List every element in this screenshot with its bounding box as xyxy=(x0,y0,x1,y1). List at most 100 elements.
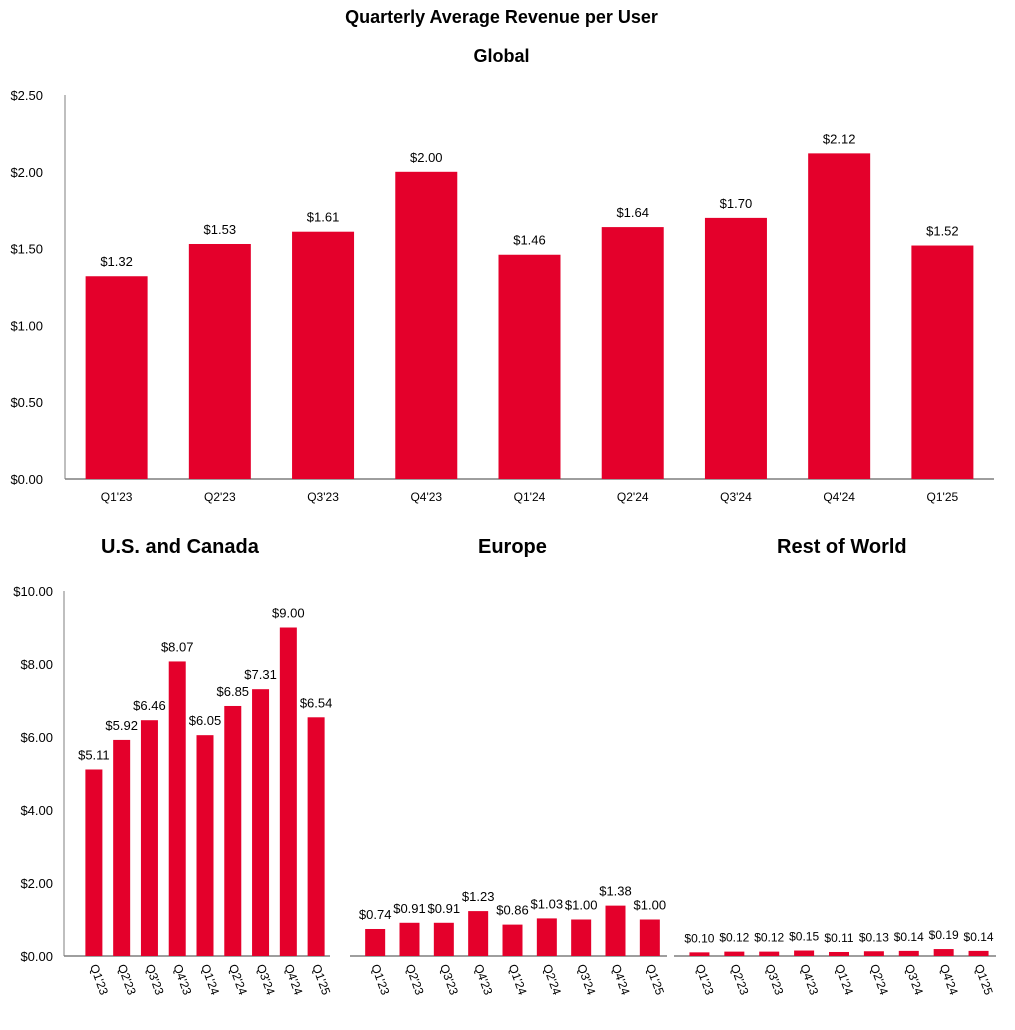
eu-x-tick-label: Q4'24 xyxy=(609,962,633,997)
eu-bar xyxy=(433,922,454,956)
eu-x-tick-label: Q1'24 xyxy=(506,962,530,997)
eu-bar xyxy=(468,911,489,956)
global-bar xyxy=(498,254,561,479)
eu-bar xyxy=(502,924,523,956)
row-bar xyxy=(863,951,884,956)
global-x-tick-label: Q3'24 xyxy=(720,490,752,504)
us-bar xyxy=(85,769,103,956)
row-x-tick-label: Q4'24 xyxy=(937,962,961,997)
global-value-label: $1.53 xyxy=(204,222,237,237)
eu-value-label: $1.23 xyxy=(462,889,495,904)
global-x-tick-label: Q4'23 xyxy=(410,490,442,504)
global-bar xyxy=(808,153,871,480)
row-value-label: $0.19 xyxy=(929,928,959,942)
global-bar xyxy=(601,227,664,479)
eu-value-label: $0.74 xyxy=(359,907,392,922)
row-x-tick-label: Q4'23 xyxy=(797,962,821,997)
row-bar xyxy=(933,949,954,956)
eu-bar xyxy=(571,919,592,956)
eu-bar xyxy=(399,922,420,956)
global-x-tick-label: Q1'23 xyxy=(101,490,133,504)
row-value-label: $0.14 xyxy=(894,930,924,944)
eu-x-tick-label: Q3'23 xyxy=(437,962,461,997)
eu-x-tick-label: Q1'25 xyxy=(643,962,667,997)
global-value-label: $1.64 xyxy=(616,205,649,220)
global-value-label: $1.70 xyxy=(720,196,753,211)
eu-value-label: $0.86 xyxy=(496,903,529,918)
us-value-label: $6.85 xyxy=(217,684,250,699)
us-y-tick-label: $0.00 xyxy=(20,949,53,964)
row-bar xyxy=(968,950,989,956)
row-x-tick-label: Q3'24 xyxy=(902,962,926,997)
global-y-tick-label: $1.00 xyxy=(10,318,43,333)
us-value-label: $6.54 xyxy=(300,695,333,710)
global-y-tick-label: $0.50 xyxy=(10,395,43,410)
row-value-label: $0.12 xyxy=(719,931,749,945)
row-x-tick-label: Q2'23 xyxy=(728,962,752,997)
europe-chart-title: Europe xyxy=(478,536,547,558)
row-value-label: $0.13 xyxy=(859,930,889,944)
global-x-tick-label: Q1'24 xyxy=(514,490,546,504)
row-bar xyxy=(794,950,815,956)
global-chart-title: Global xyxy=(473,46,530,66)
global-x-tick-label: Q3'23 xyxy=(307,490,339,504)
eu-x-tick-label: Q3'24 xyxy=(574,962,598,997)
global-value-label: $1.52 xyxy=(926,224,959,239)
row-value-label: $0.10 xyxy=(684,931,714,945)
global-bar xyxy=(292,231,355,479)
row-x-tick-label: Q3'23 xyxy=(762,962,786,997)
row-bar xyxy=(689,952,710,956)
row-bar xyxy=(724,951,745,956)
us-x-tick-label: Q4'23 xyxy=(170,962,194,997)
global-bar xyxy=(188,243,251,479)
eu-value-label: $1.00 xyxy=(634,898,667,913)
us-x-tick-label: Q4'24 xyxy=(282,962,306,997)
us-value-label: $7.31 xyxy=(244,667,277,682)
us-x-tick-label: Q2'24 xyxy=(226,962,250,997)
global-value-label: $1.32 xyxy=(100,254,133,269)
eu-bar xyxy=(605,905,626,956)
row-x-tick-label: Q1'23 xyxy=(693,962,717,997)
global-y-tick-label: $2.00 xyxy=(10,165,43,180)
eu-value-label: $1.00 xyxy=(565,898,598,913)
eu-value-label: $0.91 xyxy=(428,901,461,916)
us-x-tick-label: Q2'23 xyxy=(115,962,139,997)
eu-bar xyxy=(639,919,660,956)
global-y-tick-label: $0.00 xyxy=(10,472,43,487)
us-x-tick-label: Q3'23 xyxy=(143,962,167,997)
global-bar xyxy=(85,276,148,479)
eu-x-tick-label: Q4'23 xyxy=(471,962,495,997)
us-value-label: $9.00 xyxy=(272,606,305,621)
eu-x-tick-label: Q2'23 xyxy=(403,962,427,997)
global-x-tick-label: Q4'24 xyxy=(823,490,855,504)
us-bar xyxy=(307,717,325,956)
us-x-tick-label: Q1'24 xyxy=(198,962,222,997)
global-value-label: $2.00 xyxy=(410,150,443,165)
us-x-tick-label: Q1'25 xyxy=(309,962,333,997)
global-bar xyxy=(911,245,974,479)
us-y-tick-label: $8.00 xyxy=(20,657,53,672)
us-bar xyxy=(113,739,131,956)
us-x-tick-label: Q3'24 xyxy=(254,962,278,997)
row-x-tick-label: Q2'24 xyxy=(867,962,891,997)
us-value-label: $5.11 xyxy=(78,747,110,762)
us-y-tick-label: $6.00 xyxy=(20,730,53,745)
page-title: Quarterly Average Revenue per User xyxy=(345,7,658,27)
us-bar xyxy=(279,627,297,956)
row-bar xyxy=(898,950,919,956)
us-value-label: $6.05 xyxy=(189,713,222,728)
row-value-label: $0.12 xyxy=(754,931,784,945)
row-value-label: $0.14 xyxy=(964,930,994,944)
us-y-tick-label: $4.00 xyxy=(20,803,53,818)
row-x-tick-label: Q1'24 xyxy=(832,962,856,997)
us-value-label: $8.07 xyxy=(161,639,194,654)
row-value-label: $0.11 xyxy=(824,931,853,945)
eu-bar xyxy=(536,918,557,956)
global-value-label: $1.46 xyxy=(513,233,546,248)
us-value-label: $6.46 xyxy=(133,698,166,713)
us-bar xyxy=(224,705,242,956)
us-bar xyxy=(196,735,214,956)
rest-of-world-chart-title: Rest of World xyxy=(777,536,907,558)
us-canada-chart-title: U.S. and Canada xyxy=(101,536,259,558)
